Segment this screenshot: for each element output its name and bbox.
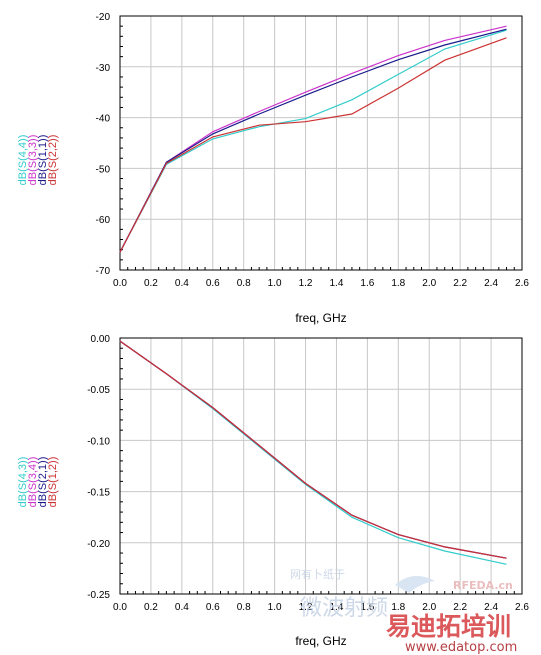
x-tick-label: 0.6 (206, 602, 220, 613)
plot-frame (119, 337, 523, 595)
x-tick-label: 2.0 (422, 602, 436, 613)
x-tick-label: 1.2 (299, 278, 313, 289)
x-tick-label: 0.2 (144, 278, 158, 289)
legend-entry-1: dB(S(3,3)) (27, 135, 39, 186)
legend-entry-3: dB(S(1,2)) (47, 457, 59, 508)
y-tick-label: -0.05 (87, 385, 110, 396)
x-tick-label: 1.8 (391, 278, 405, 289)
x-tick-label: 0.0 (113, 602, 127, 613)
watermark-faint-bottom: 微波射频 (300, 596, 388, 621)
x-tick-label: 2.0 (422, 278, 436, 289)
chart-s-parameters-return-loss: 0.0 0.2 0.4 0.6 0.8 1.0 1.2 1.4 1.6 1.8 2.0 2.2 2.4 2… (17, 12, 529, 325)
watermark-brand: RFEDA.cn (453, 579, 513, 592)
x-tick-label: 1.4 (330, 602, 344, 613)
x-tick-label: 1.8 (391, 602, 405, 613)
x-tick-label: 1.6 (360, 278, 374, 289)
watermark-site-url: www.edatop.com (405, 640, 517, 655)
legend-entry-2: dB(S(1,1)) (37, 135, 49, 186)
legend-entry-0: dB(S(4,4)) (17, 135, 29, 186)
series-line-2 (119, 340, 507, 559)
series-line-3 (119, 37, 507, 253)
y-tick-label: -70 (96, 266, 111, 277)
chart-s-parameters-transmission: 0.0 0.2 0.4 0.6 0.8 1.0 1.2 1.4 1.6 1.8 2.0 2.2 2.4 2… (17, 334, 529, 648)
x-tick-label: 0.8 (237, 278, 251, 289)
y-tick-label: 0.00 (91, 334, 111, 345)
y-tick-label: -60 (96, 215, 111, 226)
legend-entry-3: dB(S(2,2)) (47, 135, 59, 186)
watermark: 网有卜纸于 微波射频 RFEDA.cn 易迪拓培训 www.edatop.com (290, 567, 517, 655)
x-tick-label: 2.4 (484, 278, 498, 289)
x-axis-title: freq, GHz (295, 634, 346, 648)
x-tick-label: 0.4 (175, 602, 189, 613)
x-tick-label: 0.2 (144, 602, 158, 613)
x-tick-label: 2.6 (515, 278, 529, 289)
y-tick-label: -0.20 (87, 539, 110, 550)
y-tick-label: -0.10 (87, 436, 110, 447)
x-tick-label: 1.0 (268, 602, 282, 613)
x-axis-title: freq, GHz (295, 311, 346, 325)
x-tick-label: 2.6 (515, 602, 529, 613)
x-tick-label: 0.6 (206, 278, 220, 289)
series-line-1 (119, 340, 507, 559)
watermark-swoosh-icon (395, 575, 435, 593)
legend-entry-0: dB(S(4,3)) (17, 457, 29, 508)
x-tick-label: 2.2 (453, 602, 467, 613)
y-tick-label: -20 (96, 12, 111, 23)
series-line-3 (119, 340, 507, 559)
legend-entry-2: dB(S(2,1)) (37, 457, 49, 508)
x-tick-label: 1.0 (268, 278, 282, 289)
y-tick-label: -30 (96, 63, 111, 74)
series-line-0 (119, 340, 507, 565)
y-tick-label: -40 (96, 114, 111, 125)
x-tick-label: 2.4 (484, 602, 498, 613)
watermark-faint-top: 网有卜纸于 (290, 567, 345, 581)
series-line-0 (119, 29, 507, 253)
series-line-2 (119, 28, 507, 253)
x-tick-label: 0.8 (237, 602, 251, 613)
x-tick-label: 2.2 (453, 278, 467, 289)
y-tick-label: -0.15 (87, 488, 110, 499)
x-tick-label: 0.4 (175, 278, 189, 289)
watermark-site-cn: 易迪拓培训 (386, 612, 511, 641)
legend-entry-1: dB(S(3,4)) (27, 457, 39, 508)
x-tick-label: 1.6 (360, 602, 374, 613)
plot-frame (119, 15, 523, 271)
x-tick-label: 1.2 (299, 602, 313, 613)
x-tick-label: 0.0 (113, 278, 127, 289)
y-tick-label: -0.25 (87, 590, 110, 601)
y-tick-label: -50 (96, 164, 111, 175)
series-line-1 (119, 25, 507, 253)
x-tick-label: 1.4 (330, 278, 344, 289)
